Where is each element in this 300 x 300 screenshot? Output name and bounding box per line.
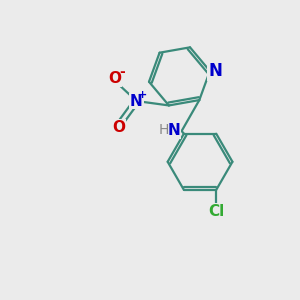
Text: Cl: Cl xyxy=(208,203,224,218)
Text: O: O xyxy=(112,120,125,135)
Text: +: + xyxy=(138,89,148,100)
Text: N: N xyxy=(168,123,181,138)
Text: -: - xyxy=(119,64,125,79)
Text: H: H xyxy=(158,123,169,137)
Text: N: N xyxy=(208,62,222,80)
Text: N: N xyxy=(130,94,143,109)
Text: O: O xyxy=(108,71,121,86)
